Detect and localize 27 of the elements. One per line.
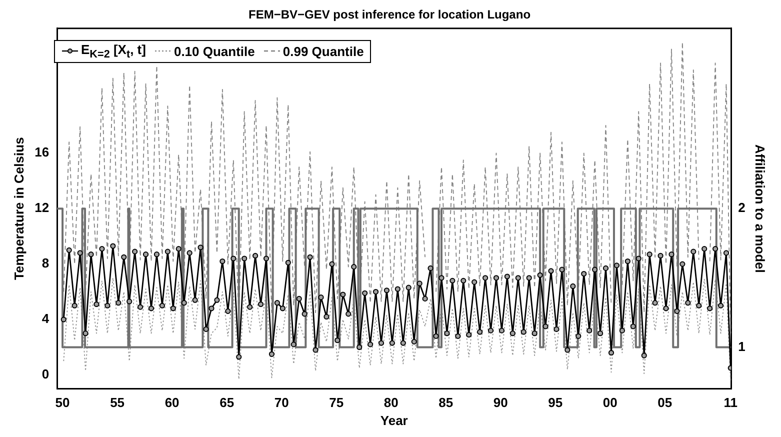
x-tick-label: 00: [602, 395, 618, 410]
chart-title: FEM−BV−GEV post inference for location Lugano: [248, 8, 531, 22]
x-tick-label: 75: [329, 395, 344, 410]
y2-tick-label: 1: [738, 338, 746, 354]
x-tick-label: 55: [110, 395, 125, 410]
y-tick-label: 16: [34, 144, 50, 160]
legend-label: E$_{K=2}$ [X$_{t}$, t]: [81, 42, 146, 61]
x-tick-label: 65: [220, 395, 234, 410]
x-tick-label: 80: [384, 395, 398, 410]
x-tick-label: 60: [164, 395, 180, 410]
x-tick-label: 05: [658, 395, 672, 410]
y-tick-label: 0: [42, 366, 50, 382]
y-tick-label: 8: [42, 256, 50, 271]
x-tick-label: 70: [274, 395, 289, 410]
y-axis-title: Temperature in Celsius: [11, 137, 26, 280]
x-tick-label: 11: [724, 395, 738, 410]
y2-tick-label: 2: [738, 200, 746, 216]
x-tick-label: 85: [438, 395, 454, 410]
x-axis-title: Year: [380, 412, 408, 428]
x-tick-label: 50: [55, 395, 70, 410]
legend-label: 0.10 Quantile: [174, 44, 255, 59]
y-tick-label: 12: [34, 200, 50, 216]
x-tick-label: 95: [548, 395, 563, 410]
x-tick-label: 90: [493, 395, 508, 410]
legend-label: 0.99 Quantile: [282, 44, 364, 59]
y-tick-label: 4: [42, 311, 50, 326]
y2-axis-title: Affiliation to a model: [752, 144, 768, 273]
